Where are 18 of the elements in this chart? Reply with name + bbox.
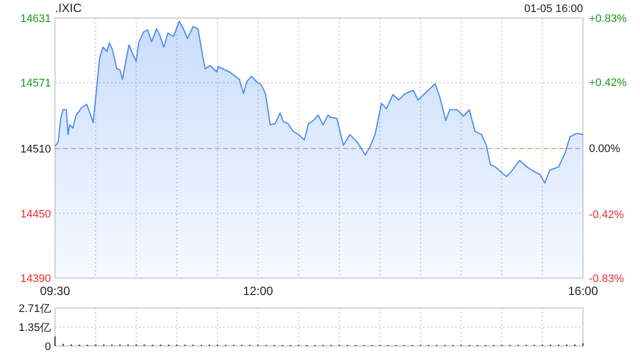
x-tick-label: 16:00: [568, 284, 598, 298]
y-tick-label: 14390: [20, 273, 51, 285]
y-tick-label: 14631: [20, 13, 51, 25]
y2-tick-label: -0.42%: [589, 208, 624, 221]
y2-tick-label: 0.00%: [589, 143, 620, 155]
x-tick-label: 12:00: [243, 284, 274, 298]
y2-tick-label: +0.42%: [589, 77, 627, 90]
chart-title: .IXIC: [55, 1, 82, 15]
y-tick-label: 1.35亿: [18, 322, 51, 334]
y-tick-label: 2.71亿: [18, 303, 51, 315]
text: 01-05 16:00: [524, 3, 583, 15]
y-tick-label: 14571: [20, 78, 51, 90]
x-tick-label: 09:30: [40, 284, 70, 298]
y2-tick-label: -0.83%: [589, 273, 624, 285]
y-tick-label: 0: [44, 341, 51, 353]
y-tick-label: 14510: [20, 144, 51, 156]
y-tick-label: 14450: [20, 208, 51, 220]
y2-tick-label: +0.83%: [589, 13, 627, 25]
